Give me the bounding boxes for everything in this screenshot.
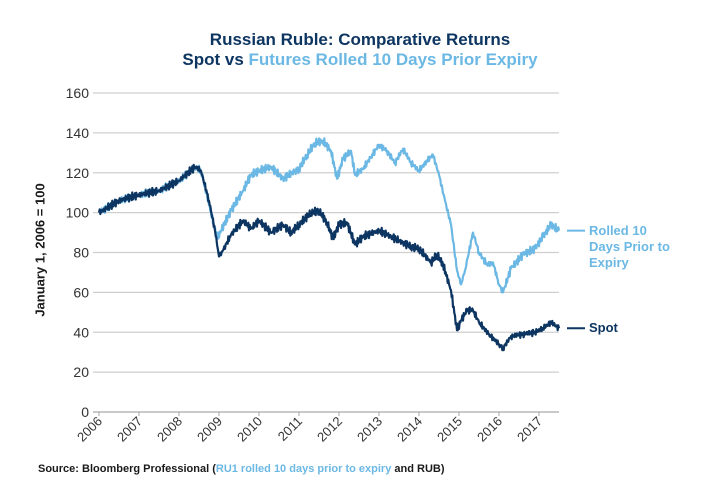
x-tick-label: 2017 [514, 414, 545, 445]
x-axis-ticks: 2006 2007 2008 2009 2010 2011 2012 2013 2014 2015… [74, 412, 545, 445]
legend-spot-line-1: Spot [589, 320, 618, 336]
y-tick-label: 80 [73, 245, 89, 261]
y-tick-label: 100 [66, 205, 90, 221]
x-tick-label: 2012 [314, 414, 345, 445]
source-note: Source: Bloomberg Professional (RU1 roll… [38, 463, 445, 475]
source-instrument: RU1 rolled 10 days prior to expiry [215, 463, 392, 475]
x-tick-label: 2007 [114, 414, 145, 445]
subtitle-futures-part: Futures Rolled 10 Days Prior Expiry [248, 50, 538, 69]
series-lines [97, 137, 585, 352]
x-tick-label: 2014 [394, 414, 425, 445]
chart-subtitle: Spot vs Futures Rolled 10 Days Prior Exp… [0, 50, 720, 70]
chart-title: Russian Ruble: Comparative Returns [209, 30, 511, 49]
legend-spot: Spot [589, 320, 618, 336]
y-tick-label: 140 [66, 125, 90, 141]
y-tick-label: 60 [73, 284, 89, 300]
legend-futures-line-3: Expiry [589, 254, 629, 270]
series-line-futures [97, 137, 561, 294]
x-tick-label: 2008 [154, 414, 185, 445]
y-tick-label: 120 [66, 165, 90, 181]
x-tick-label: 2011 [275, 414, 305, 444]
x-tick-label: 2009 [194, 414, 225, 445]
y-tick-label: 160 [66, 85, 90, 101]
y-tick-label: 0 [81, 404, 89, 420]
legend-futures: Rolled 10 Days Prior to Expiry [589, 223, 670, 271]
x-tick-label: 2015 [434, 414, 465, 445]
x-tick-label: 2013 [354, 414, 385, 445]
subtitle-spot-part: Spot vs [182, 50, 249, 69]
y-tick-label: 40 [73, 324, 89, 340]
series-line-spot [97, 163, 561, 352]
x-tick-label: 2010 [234, 414, 265, 445]
y-axis-ticks: 0 20 40 60 80 100 120 140 160 [66, 85, 90, 420]
y-tick-label: 20 [73, 364, 89, 380]
gridlines [93, 92, 559, 413]
legend-futures-line-2: Days Prior to [589, 238, 670, 254]
x-tick-label: 2016 [474, 414, 505, 445]
source-suffix: and RUB) [391, 463, 445, 475]
source-prefix: Source: Bloomberg Professional ( [38, 463, 216, 475]
legend-futures-line-1: Rolled 10 [589, 222, 647, 238]
x-tick-label: 2006 [74, 414, 105, 445]
